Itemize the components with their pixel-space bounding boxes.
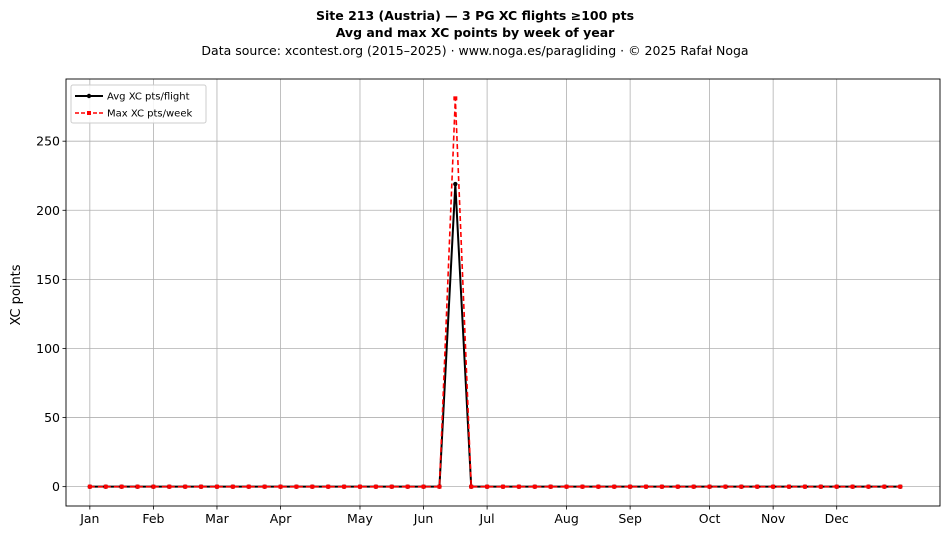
x-tick-label: Nov [761,511,786,526]
x-tick-label: Jan [79,511,99,526]
data-point-max [548,484,553,489]
y-tick-label: 50 [44,410,60,425]
data-point-max [612,484,617,489]
x-tick-label: May [347,511,373,526]
data-point-max [850,484,855,489]
x-tick-label: Feb [142,511,164,526]
data-point-max [310,484,315,489]
data-point-max [739,484,744,489]
data-point-max [230,484,235,489]
chart-title: Site 213 (Austria) — 3 PG XC flights ≥10… [315,8,635,23]
data-point-max [691,484,696,489]
y-tick-label: 100 [36,341,60,356]
y-tick-label: 250 [36,134,60,149]
data-point-max [214,484,219,489]
data-point-max [453,96,458,101]
data-point-max [755,484,760,489]
data-point-max [882,484,887,489]
series-line-avg [89,183,901,488]
data-point-max [516,484,521,489]
data-point-max [501,484,505,489]
y-tick-label: 0 [52,479,60,494]
x-axis-ticks: Jan Feb Mar Apr May Jun Jul Aug Sep Oct Nov Dec [79,506,849,526]
data-point-max [659,484,664,489]
data-point-max [532,484,537,489]
data-point-max [596,484,601,489]
data-point-max [421,484,426,489]
chart-subtitle: Avg and max XC points by week of year [335,25,615,40]
data-point-max [771,484,776,489]
data-point-max [818,484,823,489]
x-tick-label: Jul [479,511,495,526]
data-point-max [262,484,267,489]
legend-label-avg: Avg XC pts/flight [107,92,190,103]
chart-source-note: Data source: xcontest.org (2015–2025) · … [201,43,749,58]
data-point-max [246,484,251,489]
data-point-max [405,484,410,489]
data-point-max [294,484,299,489]
data-point-max [103,484,108,489]
data-point-max [437,484,442,489]
data-point-max [675,484,680,489]
legend-marker-max [87,111,91,115]
data-point-max [644,484,649,489]
data-point-max [151,484,156,489]
data-point-max [183,484,188,489]
data-point-max [866,484,871,489]
data-point-max [834,484,839,489]
legend: Avg XC pts/flight Max XC pts/week [70,84,207,124]
y-tick-label: 200 [36,203,60,218]
series-line-max [89,97,901,488]
legend-label-max: Max XC pts/week [107,109,192,120]
x-tick-label: Sep [618,511,642,526]
x-tick-label: Oct [699,511,721,526]
data-point-max [167,484,172,489]
data-point-max [787,484,792,489]
legend-marker-avg [86,93,92,99]
data-point-max [707,484,712,489]
data-point-avg [453,181,458,187]
data-point-max [199,484,204,489]
data-point-max [389,484,394,489]
data-point-max [898,484,903,489]
data-point-max [326,484,331,489]
data-point-max [357,484,362,489]
data-point-max [119,484,124,489]
legend-box [70,84,207,124]
data-point-max [87,484,92,489]
plot-frame [65,78,941,507]
x-tick-label: Mar [205,511,229,526]
data-point-max [564,484,569,489]
data-point-max [342,484,347,489]
x-tick-label: Jun [413,511,434,526]
data-point-max [278,484,283,489]
data-point-max [373,484,378,489]
y-axis-label: XC points [9,264,24,325]
x-tick-label: Apr [270,511,292,526]
x-tick-label: Dec [825,511,849,526]
data-point-max [469,484,474,489]
data-point-max [723,484,728,489]
y-axis-ticks: 0 50 100 150 200 250 [36,134,66,494]
data-point-max [580,484,585,489]
data-point-max [802,484,807,489]
y-tick-label: 150 [36,272,60,287]
data-point-max [485,484,490,489]
x-tick-label: Aug [554,511,578,526]
data-point-max [628,484,633,489]
data-point-max [135,484,140,489]
series-layer [87,96,903,489]
grid-lines [66,79,940,506]
